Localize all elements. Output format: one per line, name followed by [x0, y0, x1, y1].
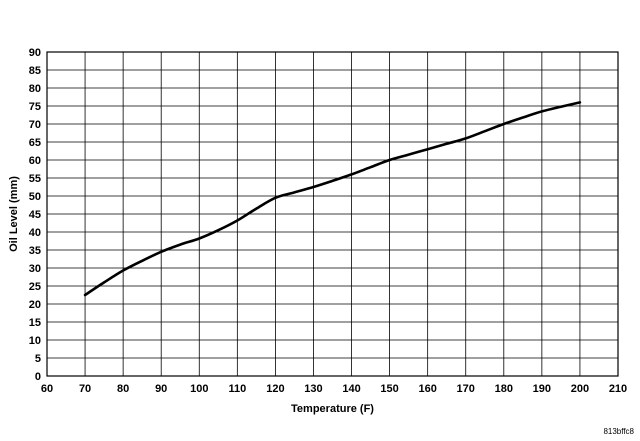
y-axis-title: Oil Level (mm) [8, 176, 20, 252]
y-tick-label: 25 [29, 281, 41, 293]
x-axis-ticks: 60 70 80 90 100 110 120 130 140 150 160 170 180 190 20… [41, 383, 627, 395]
x-tick-label: 150 [380, 383, 398, 395]
x-tick-label: 210 [609, 383, 627, 395]
y-tick-label: 65 [29, 137, 41, 149]
y-tick-label: 75 [29, 101, 41, 113]
y-tick-label: 80 [29, 83, 41, 95]
x-tick-label: 140 [342, 383, 360, 395]
y-tick-label: 70 [29, 119, 41, 131]
y-tick-label: 20 [29, 299, 41, 311]
plot-frame [46, 51, 619, 377]
y-tick-label: 60 [29, 155, 41, 167]
y-tick-label: 55 [29, 173, 41, 185]
x-tick-label: 80 [117, 383, 129, 395]
x-tick-label: 120 [266, 383, 284, 395]
y-axis-ticks: 0 5 10 15 20 25 30 35 40 45 50 55 60 65 70 75 80 85 90 [29, 47, 41, 383]
y-tick-label: 0 [35, 371, 41, 383]
x-tick-label: 110 [228, 383, 246, 395]
x-tick-label: 180 [495, 383, 513, 395]
series-line [83, 101, 582, 297]
y-tick-label: 15 [29, 317, 41, 329]
x-tick-label: 160 [418, 383, 436, 395]
y-tick-label: 90 [29, 47, 41, 59]
y-tick-label: 40 [29, 227, 41, 239]
y-tick-label: 85 [29, 65, 41, 77]
x-tick-label: 90 [155, 383, 167, 395]
y-tick-label: 10 [29, 335, 41, 347]
x-axis-title: Temperature (F) [291, 403, 374, 415]
x-tick-label: 60 [41, 383, 53, 395]
x-tick-label: 100 [190, 383, 208, 395]
x-tick-label: 70 [79, 383, 91, 395]
y-tick-label: 50 [29, 191, 41, 203]
x-tick-label: 190 [533, 383, 551, 395]
x-tick-label: 130 [304, 383, 322, 395]
x-tick-label: 200 [571, 383, 589, 395]
y-tick-label: 30 [29, 263, 41, 275]
reference-code: 813bffc8 [603, 427, 634, 436]
y-tick-label: 5 [35, 353, 41, 365]
y-tick-label: 45 [29, 209, 41, 221]
grid [46, 51, 619, 377]
y-tick-label: 35 [29, 245, 41, 257]
x-tick-label: 170 [457, 383, 475, 395]
